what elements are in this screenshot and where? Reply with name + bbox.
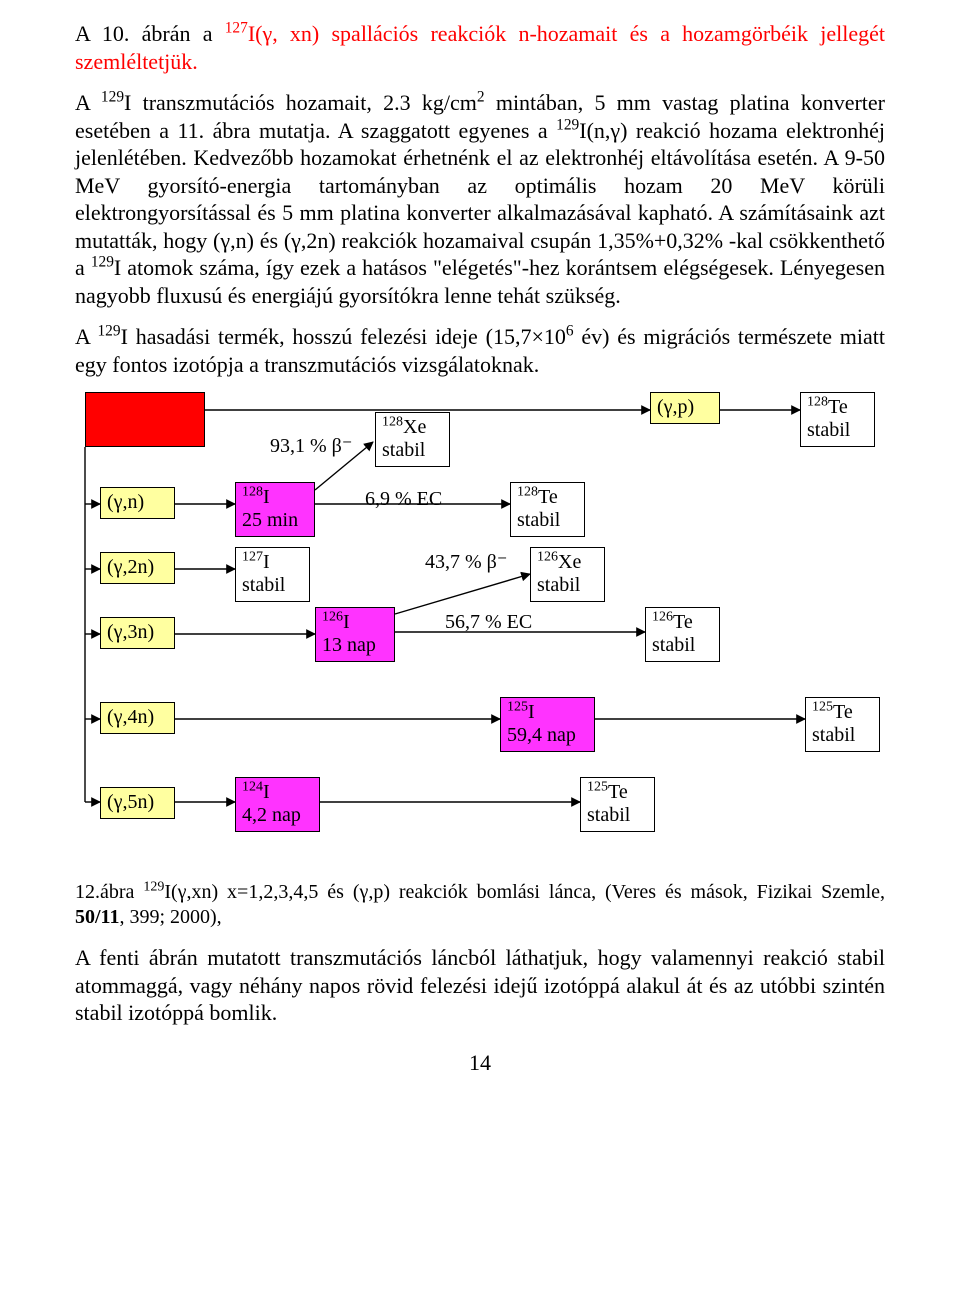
sup: 127 bbox=[225, 20, 248, 37]
node-n_Te125b: 125Testabil bbox=[805, 697, 880, 752]
node-n_Xe126: 126Xestabil bbox=[530, 547, 605, 602]
node-n_I125: 125I59,4 nap bbox=[500, 697, 595, 752]
node-n_Xe128: 128Xestabil bbox=[375, 412, 450, 467]
sup: 6 bbox=[566, 323, 574, 340]
node-n_Te125: 125Testabil bbox=[580, 777, 655, 832]
sup: 2 bbox=[477, 89, 485, 106]
node-n_Te128: 128Testabil bbox=[510, 482, 585, 537]
txt: , 399; 2000), bbox=[119, 906, 221, 928]
txt: A 10. ábrán a bbox=[75, 21, 225, 46]
txt: A fenti ábrán mutatott transzmutációs lá… bbox=[75, 945, 885, 1025]
sup: 129 bbox=[556, 116, 579, 133]
node-n_I129: 129I1,6×10⁷ év bbox=[85, 392, 205, 447]
node-n_g5n: (γ,5n) bbox=[100, 787, 175, 819]
figure-caption: 12.ábra 129I(γ,xn) x=1,2,3,4,5 és (γ,p) … bbox=[75, 880, 885, 930]
label-l_ec1: 6,9 % EC bbox=[365, 487, 442, 512]
node-n_I126: 126I13 nap bbox=[315, 607, 395, 662]
txt: I transzmutációs hozamait, 2.3 kg/cm bbox=[124, 90, 477, 115]
txt: 12.ábra bbox=[75, 881, 143, 903]
node-n_g4n: (γ,4n) bbox=[100, 702, 175, 734]
txt: A bbox=[75, 324, 97, 349]
node-n_gp: (γ,p) bbox=[650, 392, 720, 424]
label-l_beta2: 43,7 % β⁻ bbox=[425, 550, 507, 575]
node-n_I124: 124I4,2 nap bbox=[235, 777, 320, 832]
node-n_I127: 127Istabil bbox=[235, 547, 310, 602]
paragraph-4: A fenti ábrán mutatott transzmutációs lá… bbox=[75, 944, 885, 1027]
node-n_Te128b: 128Testabil bbox=[800, 392, 875, 447]
txt: I atomok száma, így ezek a hatásos "elég… bbox=[75, 255, 885, 308]
node-n_g3n: (γ,3n) bbox=[100, 617, 175, 649]
arrow-13 bbox=[395, 574, 530, 614]
page-number: 14 bbox=[75, 1049, 885, 1077]
label-l_beta1: 93,1 % β⁻ bbox=[270, 434, 352, 459]
txt: A bbox=[75, 90, 101, 115]
paragraph-3: A 129I hasadási termék, hosszú felezési … bbox=[75, 323, 885, 378]
sup: 129 bbox=[143, 879, 164, 894]
txt: I hasadási termék, hosszú felezési ideje… bbox=[121, 324, 566, 349]
sup: 129 bbox=[97, 323, 120, 340]
node-n_g2n: (γ,2n) bbox=[100, 552, 175, 584]
node-n_Te126: 126Testabil bbox=[645, 607, 720, 662]
paragraph-2: A 129I transzmutációs hozamait, 2.3 kg/c… bbox=[75, 89, 885, 309]
sup: 129 bbox=[101, 89, 124, 106]
label-l_ec2: 56,7 % EC bbox=[445, 610, 532, 635]
txt: 50/11 bbox=[75, 906, 119, 928]
txt: I(γ,xn) x=1,2,3,4,5 és (γ,p) reakciók bo… bbox=[164, 881, 885, 903]
paragraph-1: A 10. ábrán a 127I(γ, xn) spalláció­s re… bbox=[75, 20, 885, 75]
sup: 129 bbox=[91, 254, 114, 271]
node-n_I128: 128I25 min bbox=[235, 482, 315, 537]
decay-chain-diagram: 129I1,6×10⁷ év (γ,p) 128Testabil 128Xestabi… bbox=[75, 392, 885, 872]
node-n_gn: (γ,n) bbox=[100, 487, 175, 519]
